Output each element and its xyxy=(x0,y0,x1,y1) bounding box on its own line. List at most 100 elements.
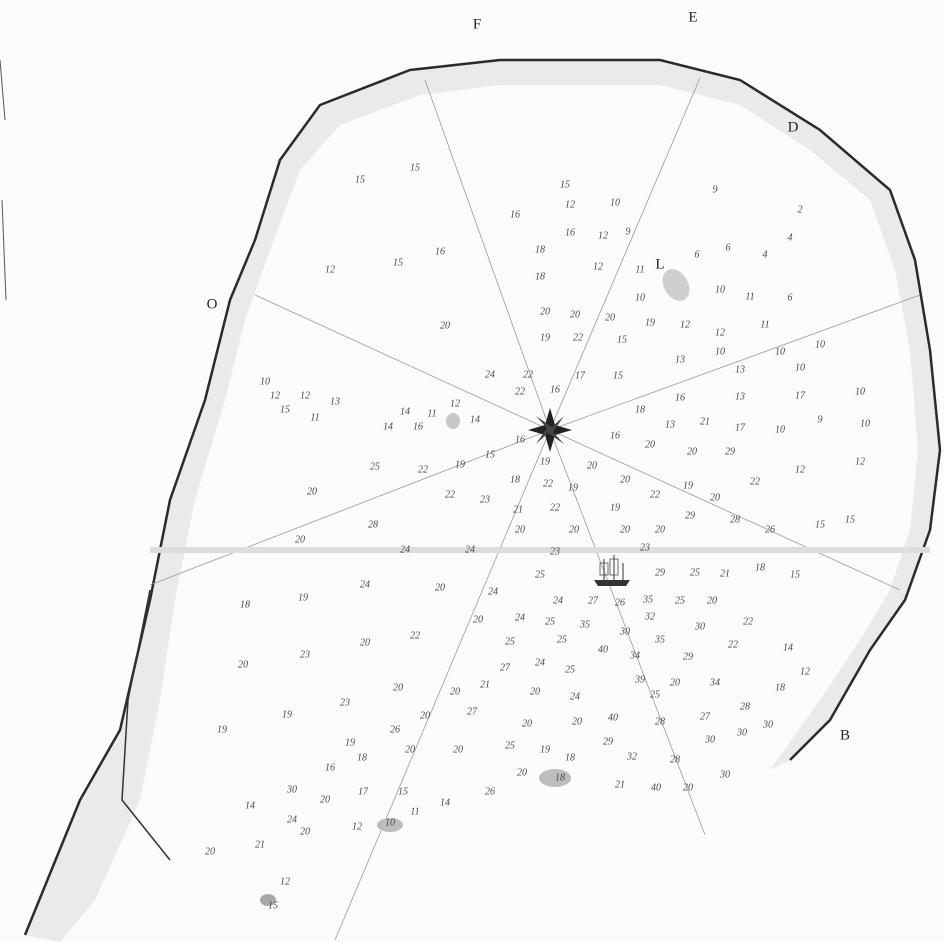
sounding: 19 xyxy=(298,592,308,603)
sounding: 14 xyxy=(400,406,410,417)
shoal-shading xyxy=(25,60,940,942)
shoal xyxy=(377,818,403,832)
sounding: 20 xyxy=(645,439,655,450)
sounding: 13 xyxy=(665,419,675,430)
sounding: 19 xyxy=(455,459,465,470)
sounding: 24 xyxy=(570,691,580,702)
sounding: 21 xyxy=(480,679,490,690)
sounding: 18 xyxy=(635,404,645,415)
sounding: 34 xyxy=(629,650,640,661)
sounding: 20 xyxy=(572,716,582,727)
sounding: 20 xyxy=(569,524,579,535)
place-label: L xyxy=(655,256,664,272)
compass-rose xyxy=(528,408,572,452)
sounding: 19 xyxy=(540,744,550,755)
sounding: 12 xyxy=(280,876,290,887)
sounding: 22 xyxy=(728,639,738,650)
sounding: 20 xyxy=(620,474,630,485)
sounding: 20 xyxy=(605,312,615,323)
sounding: 15 xyxy=(393,257,403,268)
sounding: 27 xyxy=(588,595,599,606)
rhumb-line xyxy=(149,429,551,586)
sounding: 20 xyxy=(238,659,248,670)
sounding: 32 xyxy=(644,611,655,622)
sounding: 13 xyxy=(330,396,340,407)
sounding: 28 xyxy=(368,519,378,530)
sounding: 22 xyxy=(410,630,420,641)
sounding: 20 xyxy=(300,826,310,837)
sounding: 40 xyxy=(598,644,608,655)
sounding: 21 xyxy=(615,779,625,790)
sounding: 22 xyxy=(650,489,660,500)
sounding: 12 xyxy=(715,327,725,338)
sounding: 11 xyxy=(310,412,319,423)
sounding: 14 xyxy=(470,414,480,425)
sounding: 12 xyxy=(325,264,335,275)
sounding: 20 xyxy=(707,595,717,606)
sounding: 16 xyxy=(610,430,620,441)
sounding: 20 xyxy=(440,320,450,331)
sounding: 10 xyxy=(860,418,870,429)
sounding: 28 xyxy=(740,701,750,712)
sounding: 12 xyxy=(352,821,362,832)
sounding: 24 xyxy=(465,544,475,555)
sounding: 10 xyxy=(385,817,395,828)
sounding: 24 xyxy=(360,579,370,590)
place-label: E xyxy=(688,9,697,25)
rhumb-line xyxy=(549,429,901,591)
sounding: 22 xyxy=(743,616,753,627)
sounding: 20 xyxy=(450,686,460,697)
sounding: 30 xyxy=(719,769,730,780)
rhumb-line xyxy=(549,429,706,836)
sounding: 20 xyxy=(307,486,317,497)
sounding: 24 xyxy=(515,612,525,623)
sounding: 13 xyxy=(735,364,745,375)
sounding: 17 xyxy=(575,370,586,381)
sounding: 15 xyxy=(485,449,495,460)
sounding: 20 xyxy=(420,710,430,721)
sounding: 29 xyxy=(655,567,665,578)
sounding: 11 xyxy=(760,319,769,330)
sounding: 18 xyxy=(535,244,545,255)
sounding: 12 xyxy=(795,464,805,475)
sounding: 24 xyxy=(553,595,563,606)
rhumb-line xyxy=(549,77,701,431)
sounding: 17 xyxy=(358,786,369,797)
sounding: 12 xyxy=(450,398,460,409)
sounding: 18 xyxy=(535,271,545,282)
shoal xyxy=(662,269,690,301)
sounding: 23 xyxy=(480,494,490,505)
sounding: 6 xyxy=(726,242,731,253)
sounding: 12 xyxy=(680,319,690,330)
sounding: 22 xyxy=(550,502,560,513)
sounding: 15 xyxy=(280,404,290,415)
sounding: 15 xyxy=(398,786,408,797)
place-label: F xyxy=(473,16,481,32)
sounding: 28 xyxy=(730,514,740,525)
sounding: 18 xyxy=(775,682,785,693)
sounding: 22 xyxy=(523,369,533,380)
sounding: 19 xyxy=(282,709,292,720)
sounding: 19 xyxy=(540,456,550,467)
sounding: 25 xyxy=(565,664,575,675)
sounding: 24 xyxy=(400,544,410,555)
sounding: 2 xyxy=(798,204,803,215)
sounding: 25 xyxy=(505,740,515,751)
sounding: 16 xyxy=(325,762,335,773)
sounding: 13 xyxy=(675,354,685,365)
sounding: 10 xyxy=(775,424,785,435)
sounding: 25 xyxy=(690,567,700,578)
sounding: 40 xyxy=(608,712,618,723)
shoal xyxy=(446,413,460,429)
sounding: 27 xyxy=(700,711,711,722)
sounding: 15 xyxy=(560,179,570,190)
sounding: 17 xyxy=(795,390,806,401)
sounding: 21 xyxy=(513,504,523,515)
sounding: 10 xyxy=(795,362,805,373)
sounding: 16 xyxy=(515,434,525,445)
sounding: 21 xyxy=(700,416,710,427)
ship xyxy=(594,555,630,586)
sounding: 30 xyxy=(694,621,705,632)
sounding: 40 xyxy=(651,782,661,793)
